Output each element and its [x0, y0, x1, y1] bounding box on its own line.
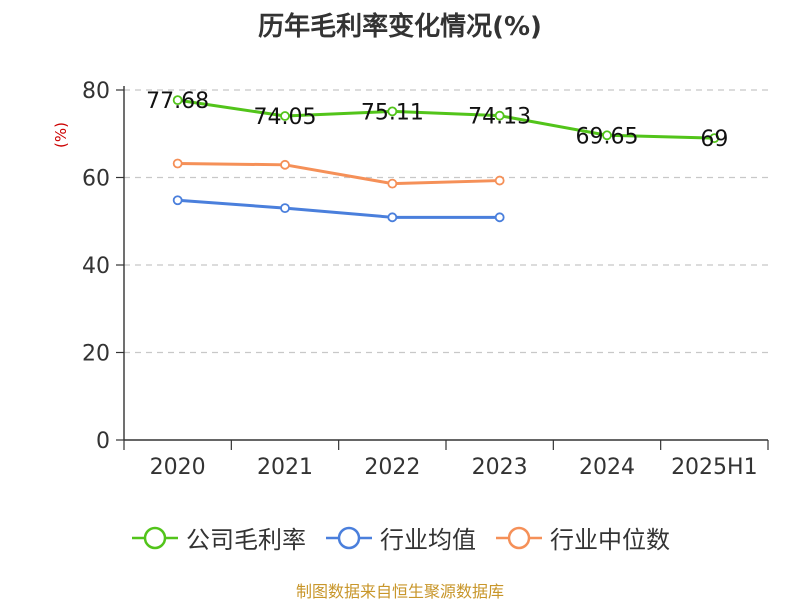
series-line-1 — [177, 98, 715, 140]
legend-item-2[interactable]: 行业均值 — [324, 520, 476, 555]
legend-label: 行业均值 — [380, 526, 476, 554]
legend-marker-icon — [326, 526, 372, 549]
legend-marker-icon — [132, 526, 178, 549]
data-point — [494, 175, 505, 186]
y-tick-label: 0 — [96, 429, 110, 454]
data-point — [387, 106, 398, 117]
x-tick-label: 2022 — [364, 455, 420, 480]
x-tick-label: 2025H1 — [671, 455, 758, 480]
legend-marker-icon — [496, 526, 542, 549]
legend-marker-circle — [143, 526, 167, 549]
data-point — [280, 203, 290, 214]
y-tick-label: 20 — [82, 342, 110, 367]
series-line-2 — [177, 198, 500, 219]
data-point — [172, 195, 183, 206]
y-tick-label: 80 — [82, 79, 110, 104]
data-label: 74.05 — [254, 105, 317, 130]
legend-label: 行业中位数 — [550, 526, 670, 554]
y-tick-label: 40 — [82, 254, 110, 279]
x-tick-label: 2024 — [579, 455, 635, 480]
legend-item-1[interactable]: 公司毛利率 — [130, 520, 306, 555]
data-label: 77.68 — [146, 89, 209, 114]
data-point — [280, 111, 290, 121]
series-line-3 — [177, 162, 500, 186]
data-point — [387, 212, 398, 223]
data-label: 69 — [700, 127, 728, 152]
data-point — [387, 178, 398, 189]
data-point — [494, 212, 505, 223]
source-note: 制图数据来自恒生聚源数据库 — [295, 582, 504, 601]
data-point — [709, 133, 720, 144]
legend: 公司毛利率 行业均值 行业中位数 — [0, 520, 800, 555]
data-label: 75.11 — [361, 100, 424, 125]
data-point — [172, 158, 183, 169]
data-label: 69.65 — [576, 124, 639, 149]
x-tick-label: 2023 — [472, 455, 528, 480]
x-tick-label: 2021 — [257, 455, 313, 480]
data-label: 74.13 — [468, 105, 531, 130]
data-point — [494, 110, 505, 121]
legend-item-3[interactable]: 行业中位数 — [494, 520, 670, 555]
data-point — [172, 95, 183, 106]
data-point — [602, 130, 612, 141]
x-tick-label: 2020 — [150, 455, 206, 480]
chart-title: 历年毛利率变化情况(%) — [258, 12, 542, 42]
y-tick-label: 60 — [82, 167, 110, 192]
data-point — [280, 159, 290, 170]
legend-marker-circle — [337, 526, 361, 549]
legend-marker-circle — [507, 526, 531, 549]
legend-label: 公司毛利率 — [186, 526, 306, 554]
